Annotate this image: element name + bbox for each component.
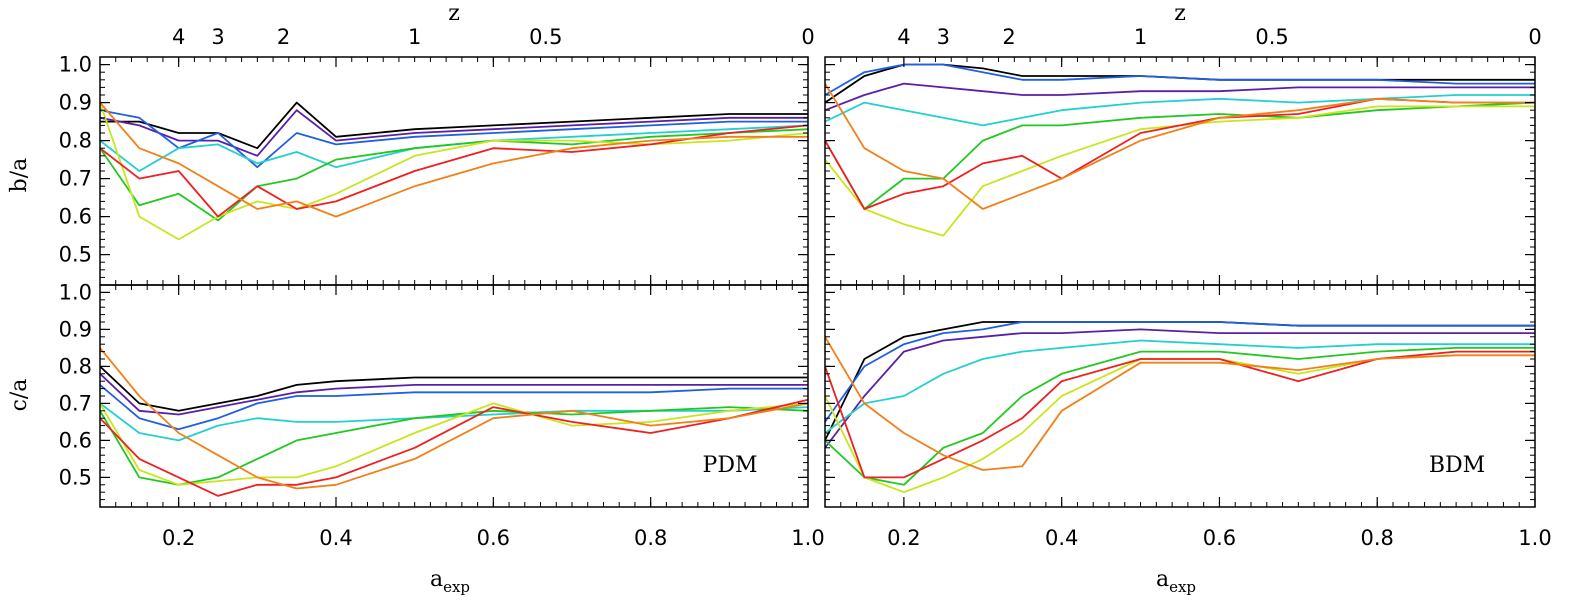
y-tick-label: 0.9	[59, 317, 92, 341]
x-tick-label: 1.0	[1518, 526, 1551, 550]
series-line	[825, 336, 1535, 471]
panels: 0.50.60.70.80.91.04 3 2 1 0.5 00.50.60.70.80.…	[59, 25, 1552, 550]
series-line	[825, 346, 1535, 486]
y-tick-label: 0.6	[59, 428, 92, 452]
x-axis-label-right: aexp	[1156, 567, 1196, 596]
x-tick-label: 1.0	[791, 526, 824, 550]
series-line	[825, 105, 1535, 237]
y-tick-label: 1.0	[59, 53, 92, 77]
y-tick-label: 0.6	[59, 205, 92, 229]
series-line	[100, 384, 808, 431]
series-group	[100, 101, 808, 241]
series-group	[100, 347, 808, 497]
x-tick-label: 0.4	[1045, 526, 1078, 550]
y-tick-label: 0.7	[59, 391, 92, 415]
panel-label-bdm: BDM	[1429, 453, 1485, 478]
y-tick-label: 0.8	[59, 354, 92, 378]
series-line	[100, 398, 808, 497]
z-tick-label: 1	[1134, 25, 1147, 49]
x-tick-label: 0.6	[1203, 526, 1236, 550]
y-axis-label-bottom: c/a	[7, 379, 32, 412]
z-tick-label: 0.5	[529, 25, 562, 49]
top-axis-label-left: z	[448, 1, 460, 26]
panel-label-pdm: PDM	[703, 453, 758, 478]
x-tick-label: 0.2	[162, 526, 195, 550]
series-line	[100, 109, 808, 157]
series-line	[100, 373, 808, 416]
panel-bdm-ba: 4 3 2 1 0.5 0	[824, 25, 1542, 286]
series-line	[825, 82, 1535, 112]
series-line	[825, 101, 1535, 210]
series-line	[100, 124, 808, 172]
y-tick-label: 1.0	[59, 280, 92, 304]
z-tick-label: 3	[211, 25, 224, 49]
series-line	[825, 94, 1535, 127]
series-line	[100, 365, 808, 412]
y-tick-label: 0.5	[59, 465, 92, 489]
x-tick-label: 0.8	[634, 526, 667, 550]
y-tick-label: 0.7	[59, 167, 92, 191]
panel-frame	[99, 56, 809, 286]
series-group	[825, 321, 1535, 494]
x-tick-label: 0.6	[477, 526, 510, 550]
series-line	[100, 402, 808, 486]
y-tick-label: 0.9	[59, 91, 92, 115]
figure-labels: z z b/a c/a aexp aexp PDM BDM	[7, 1, 1485, 596]
y-axis-label-top: b/a	[7, 158, 32, 193]
series-line	[100, 347, 808, 490]
panel-bdm-ca: 0.2 0.4 0.6 0.8 1.0	[824, 284, 1552, 550]
top-axis-label-right: z	[1174, 1, 1186, 26]
z-tick-label: 3	[937, 25, 950, 49]
x-tick-label: 0.2	[887, 526, 920, 550]
z-tick-label: 2	[1002, 25, 1015, 49]
y-tick-label: 0.8	[59, 129, 92, 153]
z-tick-label: 0	[1528, 25, 1541, 49]
z-tick-label: 0	[801, 25, 814, 49]
z-tick-label: 4	[172, 25, 185, 49]
z-tick-label: 4	[897, 25, 910, 49]
x-tick-label: 0.4	[319, 526, 352, 550]
series-line	[100, 128, 808, 222]
z-tick-label: 0.5	[1255, 25, 1288, 49]
panel-pdm-ba: 0.5 0.6 0.7 0.8 0.9 1.0 4 3 2 1 0.5 0	[59, 25, 815, 286]
series-line	[100, 102, 808, 218]
panel-pdm-ca: 0.5 0.6 0.7 0.8 0.9 1.0 0.2 0.4 0.6 0.8 1.0	[59, 280, 825, 550]
x-axis-label-left: aexp	[430, 567, 470, 596]
series-line	[825, 83, 1535, 210]
series-line	[100, 101, 808, 150]
series-line	[825, 339, 1535, 434]
series-group	[825, 63, 1535, 237]
z-tick-label: 2	[277, 25, 290, 49]
series-line	[825, 321, 1535, 423]
series-line	[100, 124, 808, 218]
z-tick-label: 1	[408, 25, 421, 49]
y-tick-label: 0.5	[59, 243, 92, 267]
x-tick-label: 0.8	[1361, 526, 1394, 550]
series-line	[825, 328, 1535, 449]
